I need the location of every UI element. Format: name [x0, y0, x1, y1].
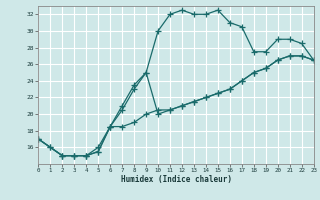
X-axis label: Humidex (Indice chaleur): Humidex (Indice chaleur): [121, 175, 231, 184]
